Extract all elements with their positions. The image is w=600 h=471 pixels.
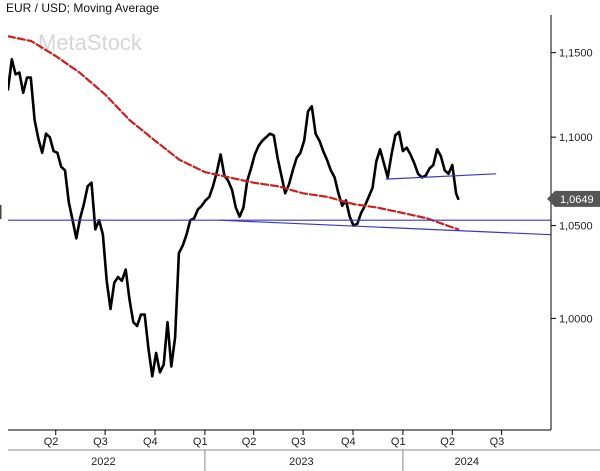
y-tick-label: 1,0000	[559, 313, 593, 325]
last-value-label: 1,0649	[560, 194, 594, 206]
x-axis: Q2 Q3 Q4 Q1 Q2 Q3 Q4 Q1 Q2 Q3 2022 2023 2024	[44, 430, 505, 471]
x-tick-label: Q1	[391, 436, 406, 448]
last-value-badge: 1,0649	[547, 190, 600, 207]
year-label: 2023	[289, 456, 313, 468]
chart-title: EUR / USD; Moving Average	[6, 1, 160, 15]
x-tick-label: Q3	[490, 436, 505, 448]
x-tick-label: Q1	[193, 436, 208, 448]
year-label: 2022	[91, 456, 115, 468]
y-tick-label: 1,0500	[559, 221, 593, 233]
trendline	[385, 173, 497, 180]
x-tick-label: Q2	[242, 436, 257, 448]
x-tick-label: Q4	[341, 436, 356, 448]
price-line	[8, 57, 460, 378]
watermark: MetaStock	[38, 30, 143, 55]
y-tick-label: 1,1000	[559, 132, 593, 144]
x-tick-label: Q3	[291, 436, 306, 448]
trendline	[219, 219, 551, 236]
moving-average-line	[8, 35, 460, 231]
last-value-badge-shape	[547, 190, 600, 207]
x-tick-label: Q2	[440, 436, 455, 448]
y-axis: 1,1500 1,1000 1,0500 1,0000	[551, 48, 593, 325]
x-tick-label: Q4	[143, 436, 158, 448]
x-tick-label: Q3	[93, 436, 108, 448]
year-label: 2024	[455, 456, 479, 468]
x-tick-label: Q2	[44, 436, 59, 448]
y-tick-label: 1,1500	[559, 48, 593, 60]
series-layer	[8, 35, 551, 378]
